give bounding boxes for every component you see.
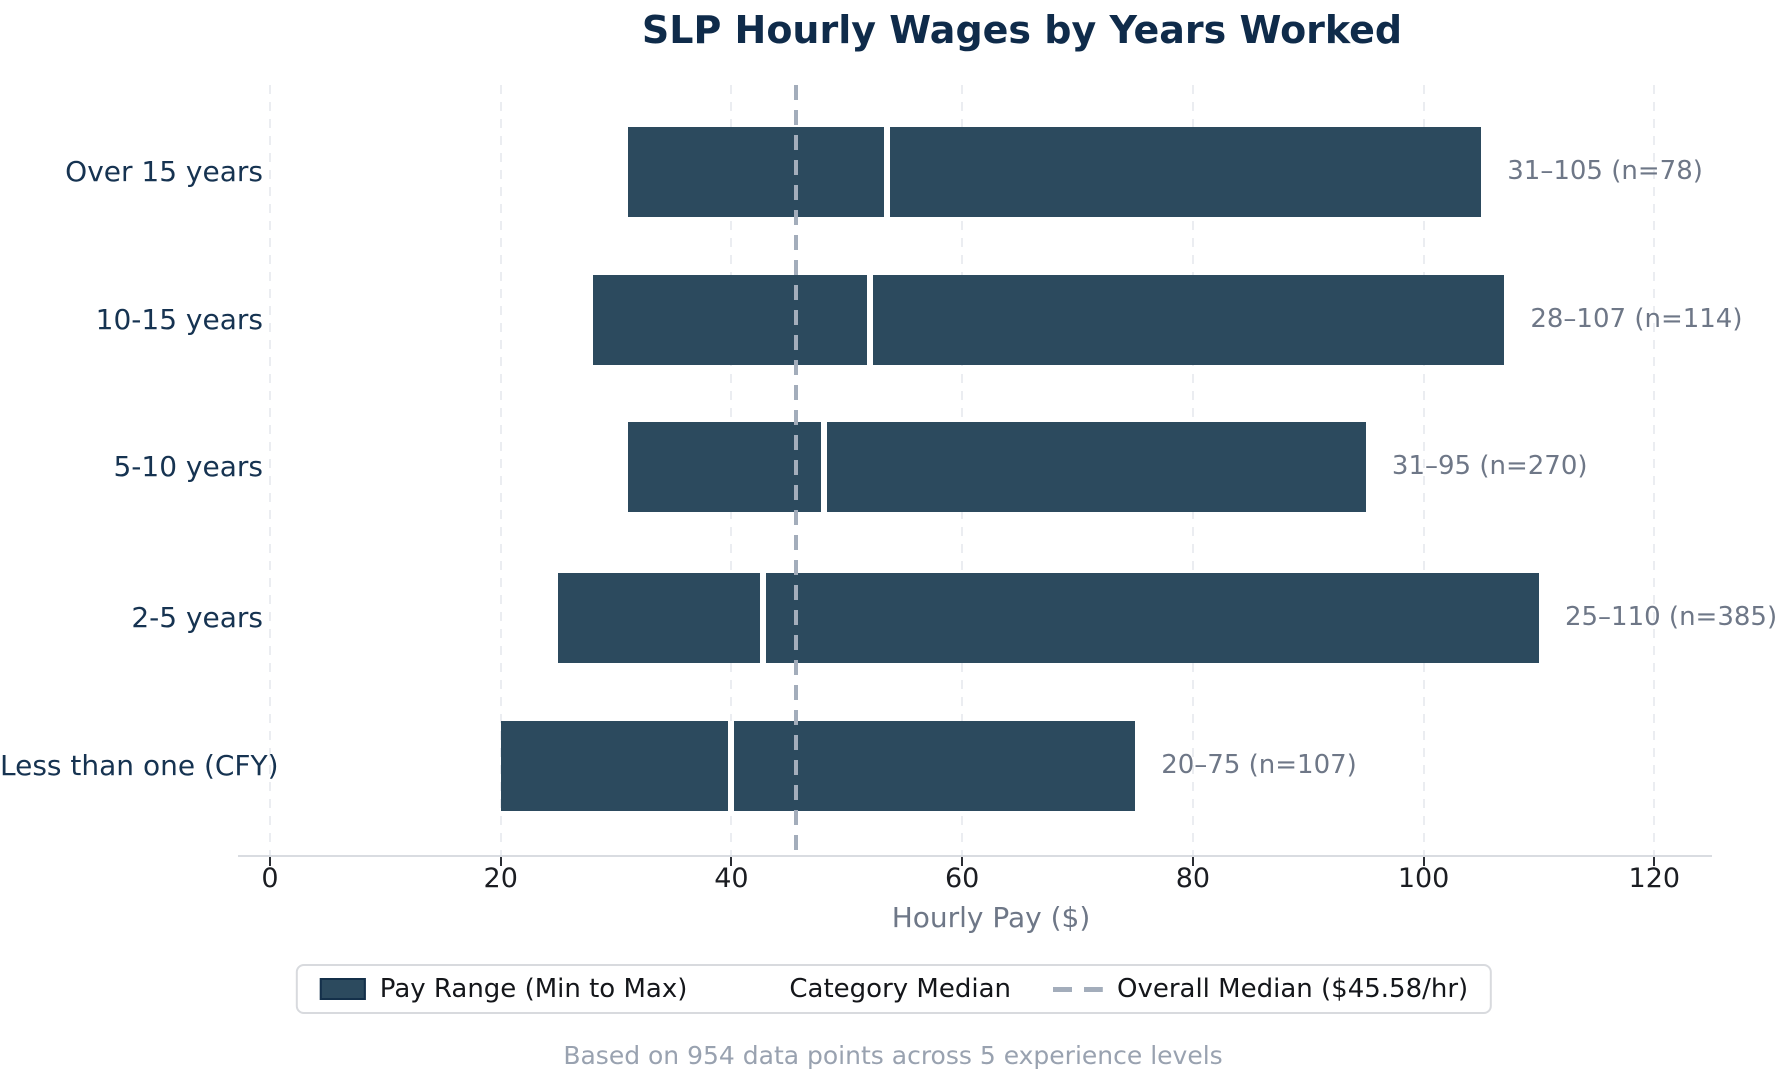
x-tick-label: 0 [261, 863, 279, 894]
legend-item-pay-range: Pay Range (Min to Max) [319, 974, 688, 1004]
range-annotation: 31–95 (n=270) [1391, 451, 1588, 481]
pay-range-bar [593, 275, 1505, 365]
category-median-line [728, 721, 735, 811]
range-annotation: 28–107 (n=114) [1530, 304, 1743, 334]
x-tick-label: 20 [483, 863, 518, 894]
x-tick-mark [1653, 857, 1656, 866]
chart-title: SLP Hourly Wages by Years Worked [641, 8, 1403, 52]
gridline [269, 85, 271, 857]
category-median-line [820, 422, 827, 512]
legend-item-category-median: Category Median [729, 974, 1011, 1004]
x-axis-title: Hourly Pay ($) [891, 901, 1091, 934]
legend-item-overall-median: Overall Median ($45.58/hr) [1052, 974, 1469, 1004]
overall-median-swatch-icon [1052, 986, 1103, 992]
x-tick-mark [730, 857, 733, 866]
x-tick-label: 60 [944, 863, 980, 894]
category-label: 10-15 years [95, 303, 263, 336]
pay-range-bar [500, 721, 1136, 811]
pay-range-bar [627, 422, 1366, 512]
x-tick-label: 40 [714, 863, 749, 894]
x-tick-mark [1422, 857, 1425, 866]
category-label: Less than one (CFY) [0, 749, 279, 782]
category-median-line [866, 275, 873, 365]
range-annotation: 31–105 (n=78) [1507, 156, 1703, 186]
category-median-line [884, 127, 891, 217]
pay-range-swatch-icon [319, 978, 366, 1000]
category-median-line [759, 573, 766, 663]
gridline [1653, 85, 1656, 857]
legend: Pay Range (Min to Max) Category Median O… [295, 964, 1493, 1014]
footnote: Based on 954 data points across 5 experi… [563, 1041, 1223, 1070]
category-label: Over 15 years [65, 155, 263, 188]
x-axis-line [238, 855, 1712, 857]
category-label: 2-5 years [131, 601, 263, 634]
x-tick-mark [961, 857, 964, 866]
legend-label: Pay Range (Min to Max) [379, 974, 688, 1004]
x-tick-label: 100 [1397, 863, 1450, 894]
x-tick-mark [269, 857, 271, 866]
legend-label: Category Median [789, 974, 1011, 1004]
gridline [1422, 85, 1425, 857]
x-tick-label: 120 [1628, 863, 1681, 894]
pay-range-bar [627, 127, 1482, 217]
overall-median-line [793, 85, 798, 857]
pay-range-bar [558, 573, 1539, 663]
category-label: 5-10 years [113, 450, 263, 483]
legend-label: Overall Median ($45.58/hr) [1116, 974, 1469, 1004]
category-median-swatch-icon [729, 986, 776, 992]
x-tick-mark [499, 857, 502, 866]
range-annotation: 20–75 (n=107) [1161, 750, 1357, 780]
x-tick-label: 80 [1175, 863, 1211, 894]
range-annotation: 25–110 (n=385) [1564, 602, 1778, 632]
x-tick-mark [1191, 857, 1194, 866]
gridline [499, 85, 502, 857]
